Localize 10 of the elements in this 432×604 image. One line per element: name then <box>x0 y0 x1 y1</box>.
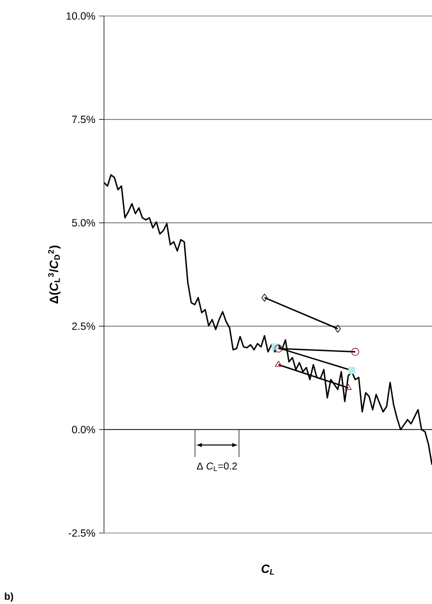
annotation: Δ C$_{L}$=0.2 <box>196 462 237 471</box>
text: Δ(C$_{L}$$^{3}$/C$_{D}$$^{2}$) <box>48 246 60 304</box>
y-tick-label: 5.0% <box>72 219 96 227</box>
y-tick-label: 7.5% <box>72 116 96 124</box>
y-tick-label: 0.0% <box>72 426 96 434</box>
y-tick-label: -2.5% <box>68 529 96 537</box>
y-tick-label: 10.0% <box>66 12 96 20</box>
y-tick-label: 2.5% <box>72 322 96 330</box>
text: b) <box>4 592 14 602</box>
x-axis-title: C$_{L}$ <box>262 564 274 575</box>
